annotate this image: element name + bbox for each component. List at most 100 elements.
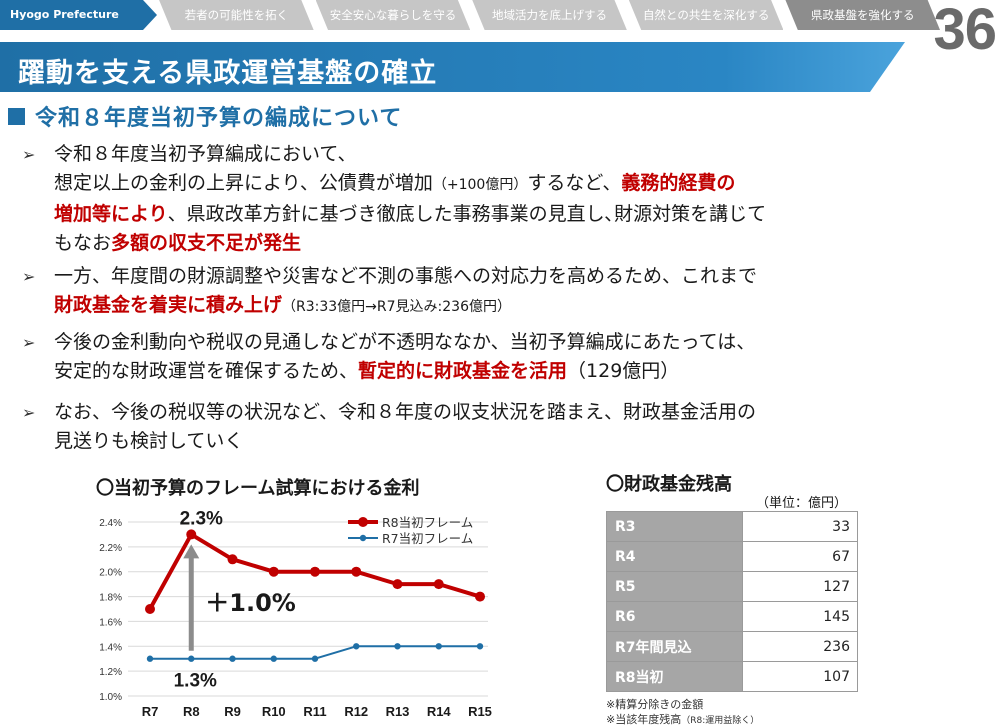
bullet-text: 一方、年度間の財源調整や災害など不測の事態への対応力を高めるため、これまで — [54, 265, 758, 287]
arrow-bullet-icon: ➢ — [22, 145, 36, 164]
nav-tab-youth[interactable]: 若者の可能性を拓く — [159, 0, 314, 30]
bullet-text: するなど、 — [527, 172, 622, 194]
legend-label: R7当初フレーム — [382, 531, 473, 546]
bullet-text: 見送りも検討していく — [54, 430, 244, 452]
peak-value-label: 2.3% — [180, 508, 223, 529]
bullet-text: 安定的な財政運営を確保するため、 — [54, 360, 359, 382]
interest-rate-chart: 1.0% 1.2% 1.4% 1.6% 1.8% 2.0% 2.2% 2.4% R7 R8 R9 R1… — [99, 508, 492, 719]
title-banner: 躍動を支える県政運営基盤の確立 — [0, 42, 905, 92]
nav-tab-nature[interactable]: 自然との共生を深化する — [628, 0, 784, 30]
data-point — [145, 604, 155, 614]
y-tick-label: 2.2% — [99, 543, 122, 554]
table-value-cell: 67 — [742, 541, 858, 572]
data-point — [188, 655, 195, 662]
table-row: R5 127 — [606, 571, 858, 602]
data-point — [268, 566, 279, 577]
x-tick-label: R15 — [468, 704, 492, 719]
data-point — [229, 655, 236, 662]
data-point — [146, 655, 154, 662]
bullet-text: 今後の金利動向や税収の見通しなどが不透明ななか、当初予算編成にあたっては、 — [54, 331, 756, 353]
data-point — [476, 643, 484, 650]
bullet-text: 、県政改革方針に基づき徹底した事務事業の見直し､財源対策を講じて — [167, 203, 767, 225]
data-point — [433, 579, 444, 590]
bullet-amount: （R3:33億円→R7見込み:236億円） — [282, 299, 511, 315]
data-point — [227, 554, 238, 565]
brand-label: Hyogo Prefecture — [0, 0, 158, 30]
table-year-cell: R4 — [606, 541, 743, 572]
nav-tab-governance[interactable]: 県政基盤を強化する — [785, 0, 941, 30]
table-unit: （単位：億円） — [756, 496, 848, 511]
y-tick-label: 1.4% — [99, 642, 122, 653]
emphasis-text: 義務的経費の — [621, 172, 736, 194]
section-heading: 令和８年度当初予算の編成について — [8, 100, 402, 132]
y-tick-label: 1.2% — [99, 667, 122, 678]
top-navbar: Hyogo Prefecture 若者の可能性を拓く 安全安心な暮らしを守る 地… — [0, 0, 941, 30]
emphasis-text: 暫定的に財政基金を活用 — [358, 360, 568, 382]
y-tick-label: 1.0% — [99, 692, 122, 703]
x-tick-label: R9 — [224, 704, 241, 719]
base-value-label: 1.3% — [174, 671, 217, 692]
nav-tab-safety[interactable]: 安全安心な暮らしを守る — [315, 0, 471, 30]
bullet-text: もなお — [54, 232, 112, 254]
arrow-bullet-icon: ➢ — [22, 403, 36, 422]
arrow-bullet-icon: ➢ — [22, 267, 36, 286]
emphasis-text: 多額の収支不足が発生 — [111, 232, 302, 254]
table-note: ※当該年度残高（R8:運用益除く） — [606, 711, 759, 725]
data-point — [392, 579, 403, 590]
table-year-cell: R3 — [606, 511, 743, 542]
data-point — [353, 643, 360, 650]
data-point — [394, 643, 401, 650]
bullet-text: なお、今後の税収等の状況など、令和８年度の収支状況を踏まえ、財政基金活用の — [54, 401, 757, 423]
y-tick-label: 1.8% — [99, 593, 122, 604]
page-number: 36 — [933, 0, 997, 62]
x-tick-label: R14 — [427, 704, 452, 719]
table-row: R8当初 107 — [606, 661, 858, 692]
bullet-text: 令和８年度当初予算編成において、 — [54, 143, 357, 165]
table-row: R6 145 — [606, 601, 858, 632]
table-title: 〇財政基金残高 — [606, 474, 732, 495]
table-value-cell: 33 — [742, 511, 858, 542]
table-row: R4 67 — [606, 541, 858, 572]
data-point — [270, 655, 277, 662]
bullet-item-4: ➢ なお、今後の税収等の状況など、令和８年度の収支状況を踏まえ、財政基金活用の … — [22, 398, 982, 456]
data-point — [475, 591, 485, 602]
bullet-item-3: ➢ 今後の金利動向や税収の見通しなどが不透明ななか、当初予算編成にあたっては、 … — [22, 328, 982, 386]
table-value-cell: 236 — [742, 631, 858, 662]
data-point — [351, 566, 362, 577]
emphasis-text: 増加等により — [54, 203, 168, 225]
difference-arrow-head — [183, 544, 200, 559]
difference-label: ＋1.0% — [205, 589, 296, 617]
x-tick-label: R7 — [142, 704, 159, 719]
legend-label: R8当初フレーム — [382, 515, 473, 530]
table-row: R3 33 — [606, 511, 858, 542]
bullet-item-1: ➢ 令和８年度当初予算編成において、 想定以上の金利の上昇により、公債費が増加（… — [22, 140, 982, 258]
section-heading-text: 令和８年度当初予算の編成について — [35, 106, 403, 131]
nav-tab-regional[interactable]: 地域活力を底上げする — [472, 0, 627, 30]
arrow-bullet-icon: ➢ — [22, 333, 36, 352]
bullet-text: 想定以上の金利の上昇により、公債費が増加 — [54, 172, 433, 194]
x-tick-label: R8 — [183, 704, 200, 719]
chart-title: 〇当初予算のフレーム試算における金利 — [96, 478, 420, 499]
legend-marker — [359, 534, 367, 542]
page-title: 躍動を支える県政運営基盤の確立 — [18, 58, 438, 89]
x-tick-label: R12 — [344, 704, 368, 719]
y-tick-label: 2.0% — [99, 568, 122, 579]
emphasis-text: 財政基金を着実に積み上げ — [54, 294, 283, 316]
table-row: R7年間見込 236 — [606, 631, 858, 662]
table-note-text: ※当該年度残高 — [606, 713, 682, 725]
table-value-cell: 145 — [742, 601, 858, 632]
x-tick-label: R10 — [262, 704, 286, 719]
table-note: ※精算分除きの金額 — [606, 698, 704, 711]
title-banner-shape — [0, 42, 905, 92]
data-point — [435, 643, 442, 650]
bullet-amount: （129億円） — [567, 360, 680, 382]
table-year-cell: R8当初 — [606, 661, 743, 692]
table-note-detail: （R8:運用益除く） — [681, 716, 760, 725]
table-year-cell: R5 — [606, 571, 743, 602]
bullet-amount: （+100億円） — [432, 177, 528, 193]
table-value-cell: 127 — [742, 571, 858, 602]
data-point — [311, 655, 319, 662]
data-point — [186, 529, 197, 540]
x-tick-label: R11 — [303, 704, 326, 719]
data-point — [310, 566, 320, 577]
